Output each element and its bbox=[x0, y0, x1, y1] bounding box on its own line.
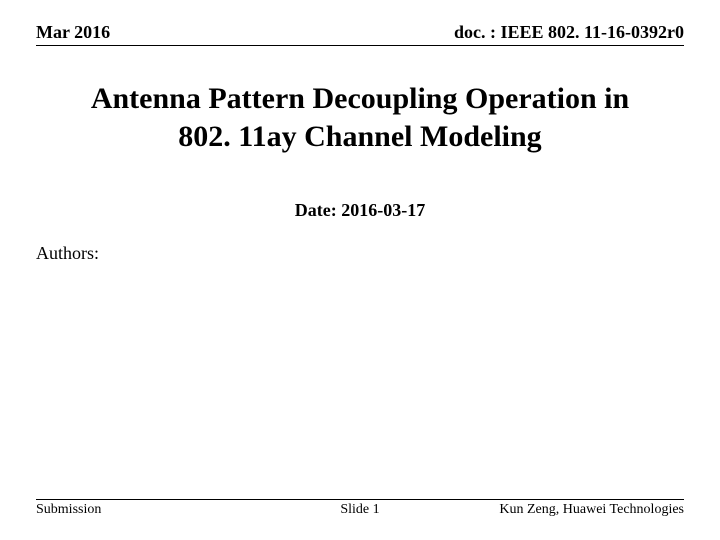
header-date: Mar 2016 bbox=[36, 22, 110, 43]
authors-label: Authors: bbox=[36, 243, 99, 264]
header-bar: Mar 2016 doc. : IEEE 802. 11-16-0392r0 bbox=[36, 22, 684, 46]
title-line-2: 802. 11ay Channel Modeling bbox=[178, 120, 541, 153]
footer-author: Kun Zeng, Huawei Technologies bbox=[499, 502, 684, 518]
header-doc-id: doc. : IEEE 802. 11-16-0392r0 bbox=[454, 22, 684, 43]
footer-submission: Submission bbox=[36, 502, 101, 518]
slide-title: Antenna Pattern Decoupling Operation in … bbox=[36, 80, 684, 155]
footer-slide-number: Slide 1 bbox=[340, 502, 379, 518]
footer-bar: Submission Slide 1 Kun Zeng, Huawei Tech… bbox=[36, 499, 684, 518]
title-line-1: Antenna Pattern Decoupling Operation in bbox=[91, 82, 629, 115]
date-label: Date: 2016-03-17 bbox=[0, 200, 720, 221]
